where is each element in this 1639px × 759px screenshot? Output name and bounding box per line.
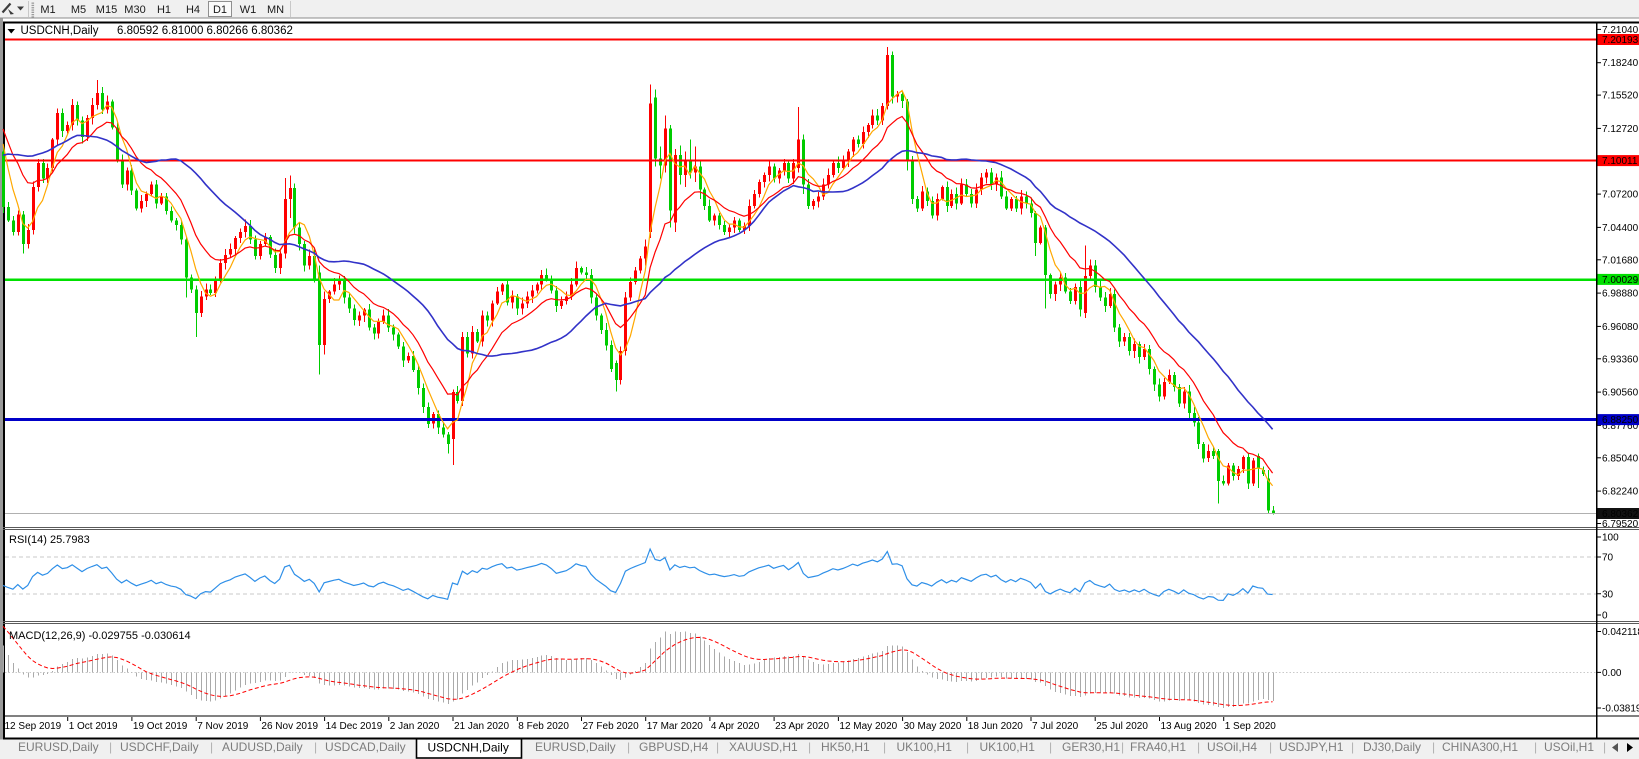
svg-text:|: |	[1269, 740, 1272, 754]
svg-text:|: |	[314, 740, 317, 754]
svg-text:7.18240: 7.18240	[1602, 58, 1639, 69]
svg-text:UK100,H1: UK100,H1	[980, 740, 1036, 754]
svg-text:6.80362: 6.80362	[1602, 509, 1639, 520]
svg-text:7 Jul 2020: 7 Jul 2020	[1032, 721, 1079, 732]
svg-text:USDCHF,Daily: USDCHF,Daily	[120, 740, 199, 754]
svg-text:6.98880: 6.98880	[1602, 289, 1639, 300]
svg-text:HK50,H1: HK50,H1	[821, 740, 870, 754]
svg-text:30: 30	[1602, 589, 1614, 600]
svg-text:|: |	[966, 740, 969, 754]
svg-text:4 Apr 2020: 4 Apr 2020	[711, 721, 760, 732]
svg-text:13 Aug 2020: 13 Aug 2020	[1161, 721, 1218, 732]
svg-text:CHINA300,H1: CHINA300,H1	[1442, 740, 1518, 754]
svg-text:7.04400: 7.04400	[1602, 223, 1639, 234]
svg-text:USDCAD,Daily: USDCAD,Daily	[325, 740, 406, 754]
svg-text:|: |	[109, 740, 112, 754]
svg-text:|: |	[1121, 740, 1124, 754]
svg-text:GER30,H1: GER30,H1	[1062, 740, 1120, 754]
svg-text:21 Jan 2020: 21 Jan 2020	[454, 721, 509, 732]
svg-text:EURUSD,Daily: EURUSD,Daily	[18, 740, 99, 754]
svg-text:RSI(14) 25.7983: RSI(14) 25.7983	[9, 534, 90, 546]
svg-text:17 Mar 2020: 17 Mar 2020	[647, 721, 704, 732]
svg-text:7.07200: 7.07200	[1602, 190, 1639, 201]
svg-text:18 Jun 2020: 18 Jun 2020	[968, 721, 1023, 732]
svg-text:19 Oct 2019: 19 Oct 2019	[133, 721, 188, 732]
svg-text:USDCNH,Daily: USDCNH,Daily	[21, 25, 99, 37]
svg-text:-0.038198: -0.038198	[1602, 704, 1639, 715]
svg-text:|: |	[808, 740, 811, 754]
svg-text:AUDUSD,Daily: AUDUSD,Daily	[222, 740, 303, 754]
svg-text:USOil,H1: USOil,H1	[1544, 740, 1594, 754]
svg-text:XAUUSD,H1: XAUUSD,H1	[729, 740, 798, 754]
svg-text:7.00029: 7.00029	[1602, 275, 1639, 286]
svg-text:H4: H4	[186, 4, 200, 16]
svg-text:100: 100	[1602, 533, 1619, 544]
svg-text:70: 70	[1602, 553, 1614, 564]
svg-text:UK100,H1: UK100,H1	[897, 740, 953, 754]
svg-text:0.00: 0.00	[1602, 668, 1622, 679]
svg-text:|: |	[883, 740, 886, 754]
svg-text:M1: M1	[40, 4, 55, 16]
svg-text:6.88250: 6.88250	[1602, 415, 1639, 426]
svg-text:|: |	[1432, 740, 1435, 754]
svg-text:7.15520: 7.15520	[1602, 91, 1639, 102]
svg-text:GBPUSD,H4: GBPUSD,H4	[639, 740, 709, 754]
svg-text:MN: MN	[267, 4, 284, 16]
svg-text:|: |	[627, 740, 630, 754]
svg-text:6.82240: 6.82240	[1602, 487, 1639, 498]
svg-text:6.90560: 6.90560	[1602, 388, 1639, 399]
svg-text:8 Feb 2020: 8 Feb 2020	[518, 721, 569, 732]
svg-text:6.87760: 6.87760	[1602, 421, 1639, 432]
svg-text:M15: M15	[96, 4, 117, 16]
svg-text:14 Dec 2019: 14 Dec 2019	[326, 721, 383, 732]
svg-text:6.85040: 6.85040	[1602, 453, 1639, 464]
svg-text:USDCNH,Daily: USDCNH,Daily	[428, 741, 509, 755]
svg-text:7.10011: 7.10011	[1602, 156, 1638, 167]
svg-text:MACD(12,26,9) -0.029755 -0.030: MACD(12,26,9) -0.029755 -0.030614	[9, 630, 191, 642]
svg-text:26 Nov 2019: 26 Nov 2019	[261, 721, 318, 732]
svg-text:EURUSD,Daily: EURUSD,Daily	[535, 740, 616, 754]
svg-text:|: |	[716, 740, 719, 754]
svg-text:6.80592 6.81000 6.80266 6.8036: 6.80592 6.81000 6.80266 6.80362	[117, 25, 293, 37]
svg-text:12 May 2020: 12 May 2020	[839, 721, 897, 732]
svg-text:6.79520: 6.79520	[1602, 519, 1639, 530]
svg-text:D1: D1	[213, 4, 227, 16]
svg-text:25 Jul 2020: 25 Jul 2020	[1096, 721, 1148, 732]
svg-text:|: |	[1351, 740, 1354, 754]
svg-text:|: |	[1603, 740, 1606, 754]
svg-text:7 Nov 2019: 7 Nov 2019	[197, 721, 249, 732]
svg-text:|: |	[1049, 740, 1052, 754]
svg-text:0: 0	[1602, 611, 1608, 622]
svg-text:|: |	[210, 740, 213, 754]
svg-text:30 May 2020: 30 May 2020	[904, 721, 962, 732]
svg-text:W1: W1	[240, 4, 257, 16]
svg-text:USOil,H4: USOil,H4	[1207, 740, 1257, 754]
svg-text:7.01680: 7.01680	[1602, 255, 1639, 266]
svg-text:|: |	[1197, 740, 1200, 754]
svg-text:7.20193: 7.20193	[1602, 35, 1639, 46]
svg-text:7.12720: 7.12720	[1602, 124, 1639, 135]
svg-text:1 Sep 2020: 1 Sep 2020	[1225, 721, 1277, 732]
svg-text:|: |	[1534, 740, 1537, 754]
svg-text:23 Apr 2020: 23 Apr 2020	[775, 721, 829, 732]
svg-text:M5: M5	[71, 4, 86, 16]
svg-text:FRA40,H1: FRA40,H1	[1130, 740, 1186, 754]
svg-text:12 Sep 2019: 12 Sep 2019	[5, 721, 62, 732]
svg-text:M30: M30	[124, 4, 145, 16]
svg-text:6.96080: 6.96080	[1602, 322, 1639, 333]
svg-text:1 Oct 2019: 1 Oct 2019	[69, 721, 118, 732]
svg-text:DJ30,Daily: DJ30,Daily	[1363, 740, 1421, 754]
svg-text:H1: H1	[157, 4, 171, 16]
svg-text:27 Feb 2020: 27 Feb 2020	[583, 721, 640, 732]
svg-text:7.21040: 7.21040	[1602, 25, 1639, 36]
svg-text:0.042118: 0.042118	[1602, 627, 1639, 638]
svg-text:USDJPY,H1: USDJPY,H1	[1279, 740, 1344, 754]
svg-text:2 Jan 2020: 2 Jan 2020	[390, 721, 440, 732]
svg-text:6.93360: 6.93360	[1602, 354, 1639, 365]
